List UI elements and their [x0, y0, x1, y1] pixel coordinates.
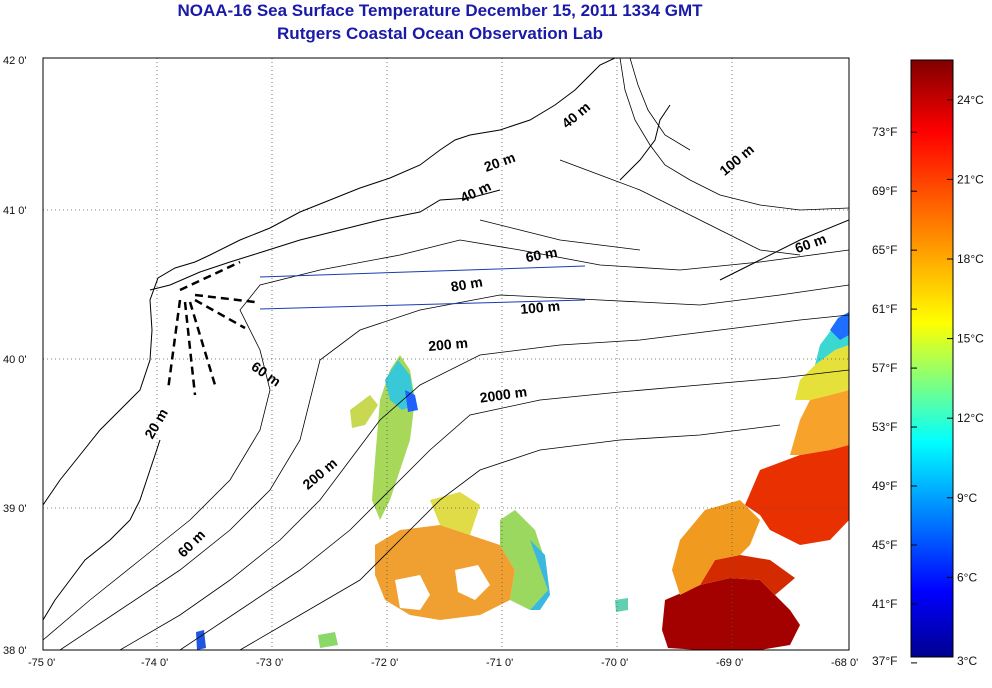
- sst-cyan-central: [530, 540, 550, 610]
- celsius-scale: 24°C 21°C 18°C 15°C 12°C 9°C 6°C 3°C: [947, 93, 984, 668]
- isobath-label: 2000 m: [479, 383, 528, 405]
- map-border: [42, 57, 850, 651]
- fahrenheit-tick-label: 41°F: [872, 597, 897, 611]
- fahrenheit-tick-label: 57°F: [872, 361, 897, 375]
- isobath-label: 100 m: [520, 298, 561, 317]
- lat-tick-label: 38 0': [3, 645, 27, 657]
- isobath-label: 60 m: [524, 244, 558, 265]
- lat-tick-label: 42 0': [3, 55, 27, 67]
- isobath-label: 80 m: [450, 273, 484, 294]
- sst-green-central: [500, 510, 548, 610]
- celsius-tick-label: 24°C: [957, 93, 984, 107]
- celsius-tick-label: 6°C: [957, 570, 977, 584]
- sst-white-hole-1: [395, 575, 430, 610]
- sst-blue-east: [830, 312, 849, 340]
- lon-tick-label: -73 0': [256, 657, 283, 669]
- fahrenheit-scale: 73°F 69°F 65°F 61°F 57°F 53°F 49°F 45°F 41°F 37°F: [872, 125, 917, 668]
- lat-tick-label: 40 0': [3, 354, 27, 366]
- colorbar: 24°C 21°C 18°C 15°C 12°C 9°C 6°C 3°C 73°F 69°F 65…: [872, 59, 984, 668]
- lon-tick-label: -70 0': [601, 657, 628, 669]
- celsius-tick-label: 9°C: [957, 491, 977, 505]
- lon-axis: -75 0' -74 0' -73 0' -72 0' -71 0' -70 0…: [28, 657, 858, 669]
- celsius-tick-label: 21°C: [957, 172, 984, 186]
- sst-white-hole-2: [455, 565, 490, 600]
- lat-axis: 38 0' 39 0' 40 0' 41 0' 42 0': [3, 55, 27, 657]
- isobath-label: 200 m: [428, 335, 469, 354]
- sst-orange-east: [790, 390, 849, 455]
- celsius-tick-label: 18°C: [957, 252, 984, 266]
- sst-speck-e: [615, 598, 628, 612]
- isobaths: [43, 58, 849, 650]
- fahrenheit-tick-label: 45°F: [872, 538, 897, 552]
- fahrenheit-tick-label: 69°F: [872, 184, 897, 198]
- sst-yellow-central: [430, 492, 480, 535]
- sst-warm-core-edge: [700, 555, 795, 595]
- sst-data-layer: [196, 312, 849, 650]
- colorbar-gradient: [910, 59, 954, 658]
- fahrenheit-tick-label: 65°F: [872, 243, 897, 257]
- lon-tick-label: -68 0': [831, 657, 858, 669]
- celsius-tick-label: 15°C: [957, 332, 984, 346]
- coastline: [43, 58, 849, 621]
- lon-tick-label: -74 0': [141, 657, 168, 669]
- lon-tick-label: -75 0': [28, 657, 55, 669]
- lat-tick-label: 41 0': [3, 205, 27, 217]
- sst-red-east: [745, 445, 849, 545]
- celsius-tick-label: 12°C: [957, 411, 984, 425]
- lon-tick-label: -72 0': [371, 657, 398, 669]
- fahrenheit-tick-label: 73°F: [872, 125, 897, 139]
- celsius-tick-label: 3°C: [957, 654, 977, 668]
- fahrenheit-tick-label: 37°F: [872, 654, 897, 668]
- map-subtitle: Rutgers Coastal Ocean Observation Lab: [277, 24, 603, 43]
- fahrenheit-tick-label: 49°F: [872, 479, 897, 493]
- dashed-transects: [166, 260, 256, 396]
- sst-warm-core: [662, 578, 800, 650]
- sst-plume-west: [350, 395, 378, 428]
- lon-tick-label: -69 0': [716, 657, 743, 669]
- lat-tick-label: 39 0': [3, 503, 27, 515]
- fahrenheit-tick-label: 61°F: [872, 302, 897, 316]
- map-title: NOAA-16 Sea Surface Temperature December…: [177, 1, 703, 20]
- sst-orange-south: [672, 500, 760, 595]
- transect-lines: [259, 265, 586, 310]
- lon-tick-label: -71 0': [486, 657, 513, 669]
- sst-speck-sw: [196, 630, 206, 650]
- graticule: [43, 58, 849, 650]
- sst-speck-s: [318, 632, 338, 648]
- fahrenheit-tick-label: 53°F: [872, 420, 897, 434]
